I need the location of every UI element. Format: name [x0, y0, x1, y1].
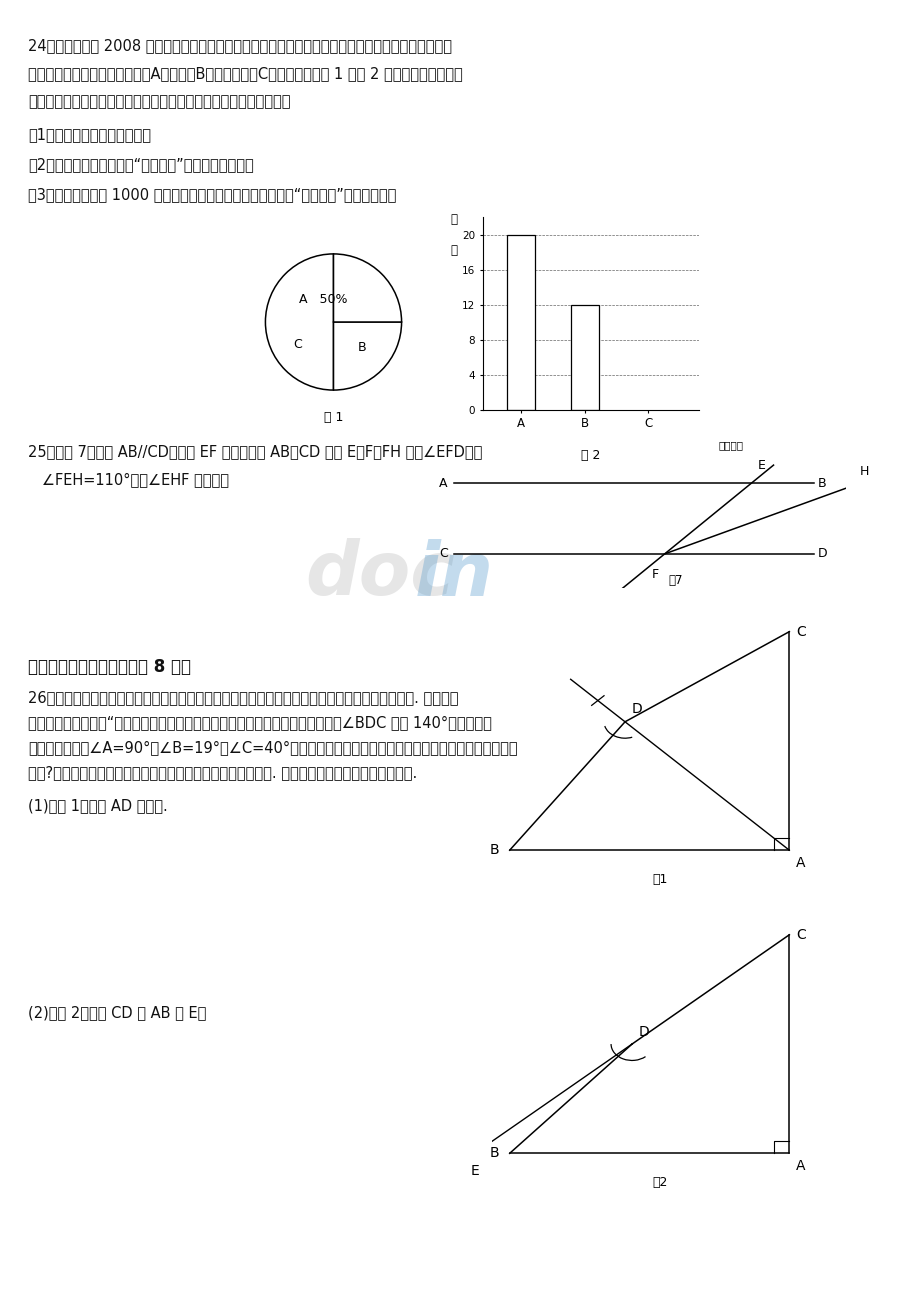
- Text: （3）如果全年级共 1000 名同学，请你估算全年级对奥运知识“了解较多”的学生人数。: （3）如果全年级共 1000 名同学，请你估算全年级对奥运知识“了解较多”的学生…: [28, 187, 396, 202]
- Text: C: C: [293, 338, 302, 351]
- Text: A   50%: A 50%: [299, 293, 347, 306]
- Text: 他，高兴地对他说：“来帮我一个忙，你看这是一个四边形零件的平面图，它要求∠BDC 等于 140°才算合格，: 他，高兴地对他说：“来帮我一个忙，你看这是一个四边形零件的平面图，它要求∠BDC…: [28, 716, 492, 730]
- Wedge shape: [266, 254, 334, 390]
- Text: 小明通过测量得∠A=90°，∠B=19°，∠C=40°后就下结论说此零件不合格，于是爸爸让小明解释这是为什: 小明通过测量得∠A=90°，∠B=19°，∠C=40°后就下结论说此零件不合格，…: [28, 740, 517, 755]
- Text: C: C: [438, 548, 448, 561]
- Text: 图2: 图2: [652, 1176, 667, 1189]
- Text: 么呢?小明很轻松地说出了原因，并用如下的三种方法解出此题. 请你代小明分别说出不合格的理由.: 么呢?小明很轻松地说出了原因，并用如下的三种方法解出此题. 请你代小明分别说出不…: [28, 765, 417, 781]
- Text: A: A: [438, 477, 448, 489]
- Text: 图7: 图7: [668, 575, 683, 587]
- Text: （1）求该班共有多少名学生。: （1）求该班共有多少名学生。: [28, 127, 151, 142]
- Text: D: D: [631, 703, 642, 717]
- Text: B: B: [489, 843, 499, 857]
- Wedge shape: [334, 321, 402, 390]
- Text: 了解程度进行了一次调查统计。A：熟悉，B：了解较多，C：一般了解。图 1 和图 2 是他采集数据后，绘: 了解程度进行了一次调查统计。A：熟悉，B：了解较多，C：一般了解。图 1 和图 …: [28, 66, 462, 81]
- Bar: [570, 304, 598, 410]
- Text: 26、星期天，小明见爸爸愜眉苦脸在看一张图纸，他便悄悄地来到爸爸身边，想看爸爸为什么犯愁. 爸爸见到: 26、星期天，小明见爸爸愜眉苦脸在看一张图纸，他便悄悄地来到爸爸身边，想看爸爸为…: [28, 690, 458, 705]
- Text: B: B: [817, 477, 826, 489]
- Text: 了解程度: 了解程度: [718, 441, 743, 450]
- Text: （2）在条形图中，将表示“一般了解”的部分补充完整。: （2）在条形图中，将表示“一般了解”的部分补充完整。: [28, 157, 254, 172]
- Wedge shape: [334, 254, 402, 321]
- Text: D: D: [817, 548, 827, 561]
- Text: C: C: [796, 928, 805, 942]
- Text: in: in: [414, 539, 494, 611]
- Text: D: D: [639, 1025, 649, 1038]
- Text: B: B: [357, 341, 366, 354]
- Text: 制的两幅不完整的统计图，请你根据图中提供的信息解答以下问题：: 制的两幅不完整的统计图，请你根据图中提供的信息解答以下问题：: [28, 94, 290, 109]
- Text: C: C: [796, 624, 805, 639]
- Text: 图1: 图1: [652, 873, 667, 886]
- Text: 图 1: 图 1: [323, 411, 343, 424]
- Text: (2)如图 2，延长 CD 交 AB 于 E。: (2)如图 2，延长 CD 交 AB 于 E。: [28, 1004, 206, 1020]
- Text: A: A: [796, 1159, 805, 1172]
- Text: ∠FEH=110°，求∠EHF 的度数。: ∠FEH=110°，求∠EHF 的度数。: [28, 472, 229, 487]
- Text: 25、如图 7，直线 AB//CD，直线 EF 分别交直线 AB、CD 于点 E、F，FH 平分∠EFD，若: 25、如图 7，直线 AB//CD，直线 EF 分别交直线 AB、CD 于点 E…: [28, 444, 482, 459]
- Text: 人: 人: [450, 213, 458, 226]
- Text: A: A: [796, 856, 805, 869]
- Text: 24、自北京举办 2008 年夏季奥运会以来，奥运知识在我国不断传播，小刚就本班学生的对奥运知识的: 24、自北京举办 2008 年夏季奥运会以来，奥运知识在我国不断传播，小刚就本班…: [28, 38, 451, 53]
- Text: H: H: [859, 464, 868, 477]
- Text: 图 2: 图 2: [581, 449, 600, 462]
- Text: doc: doc: [305, 539, 454, 611]
- Text: E: E: [756, 459, 765, 472]
- Text: 数: 数: [450, 243, 458, 256]
- Text: (1)如图 1，连结 AD 并延长.: (1)如图 1，连结 AD 并延长.: [28, 798, 167, 813]
- Text: F: F: [651, 567, 658, 580]
- Text: E: E: [470, 1164, 479, 1179]
- Bar: [506, 234, 535, 410]
- Text: B: B: [489, 1146, 499, 1160]
- Text: 五、其实很简单哦！（本题 8 分）: 五、其实很简单哦！（本题 8 分）: [28, 658, 191, 677]
